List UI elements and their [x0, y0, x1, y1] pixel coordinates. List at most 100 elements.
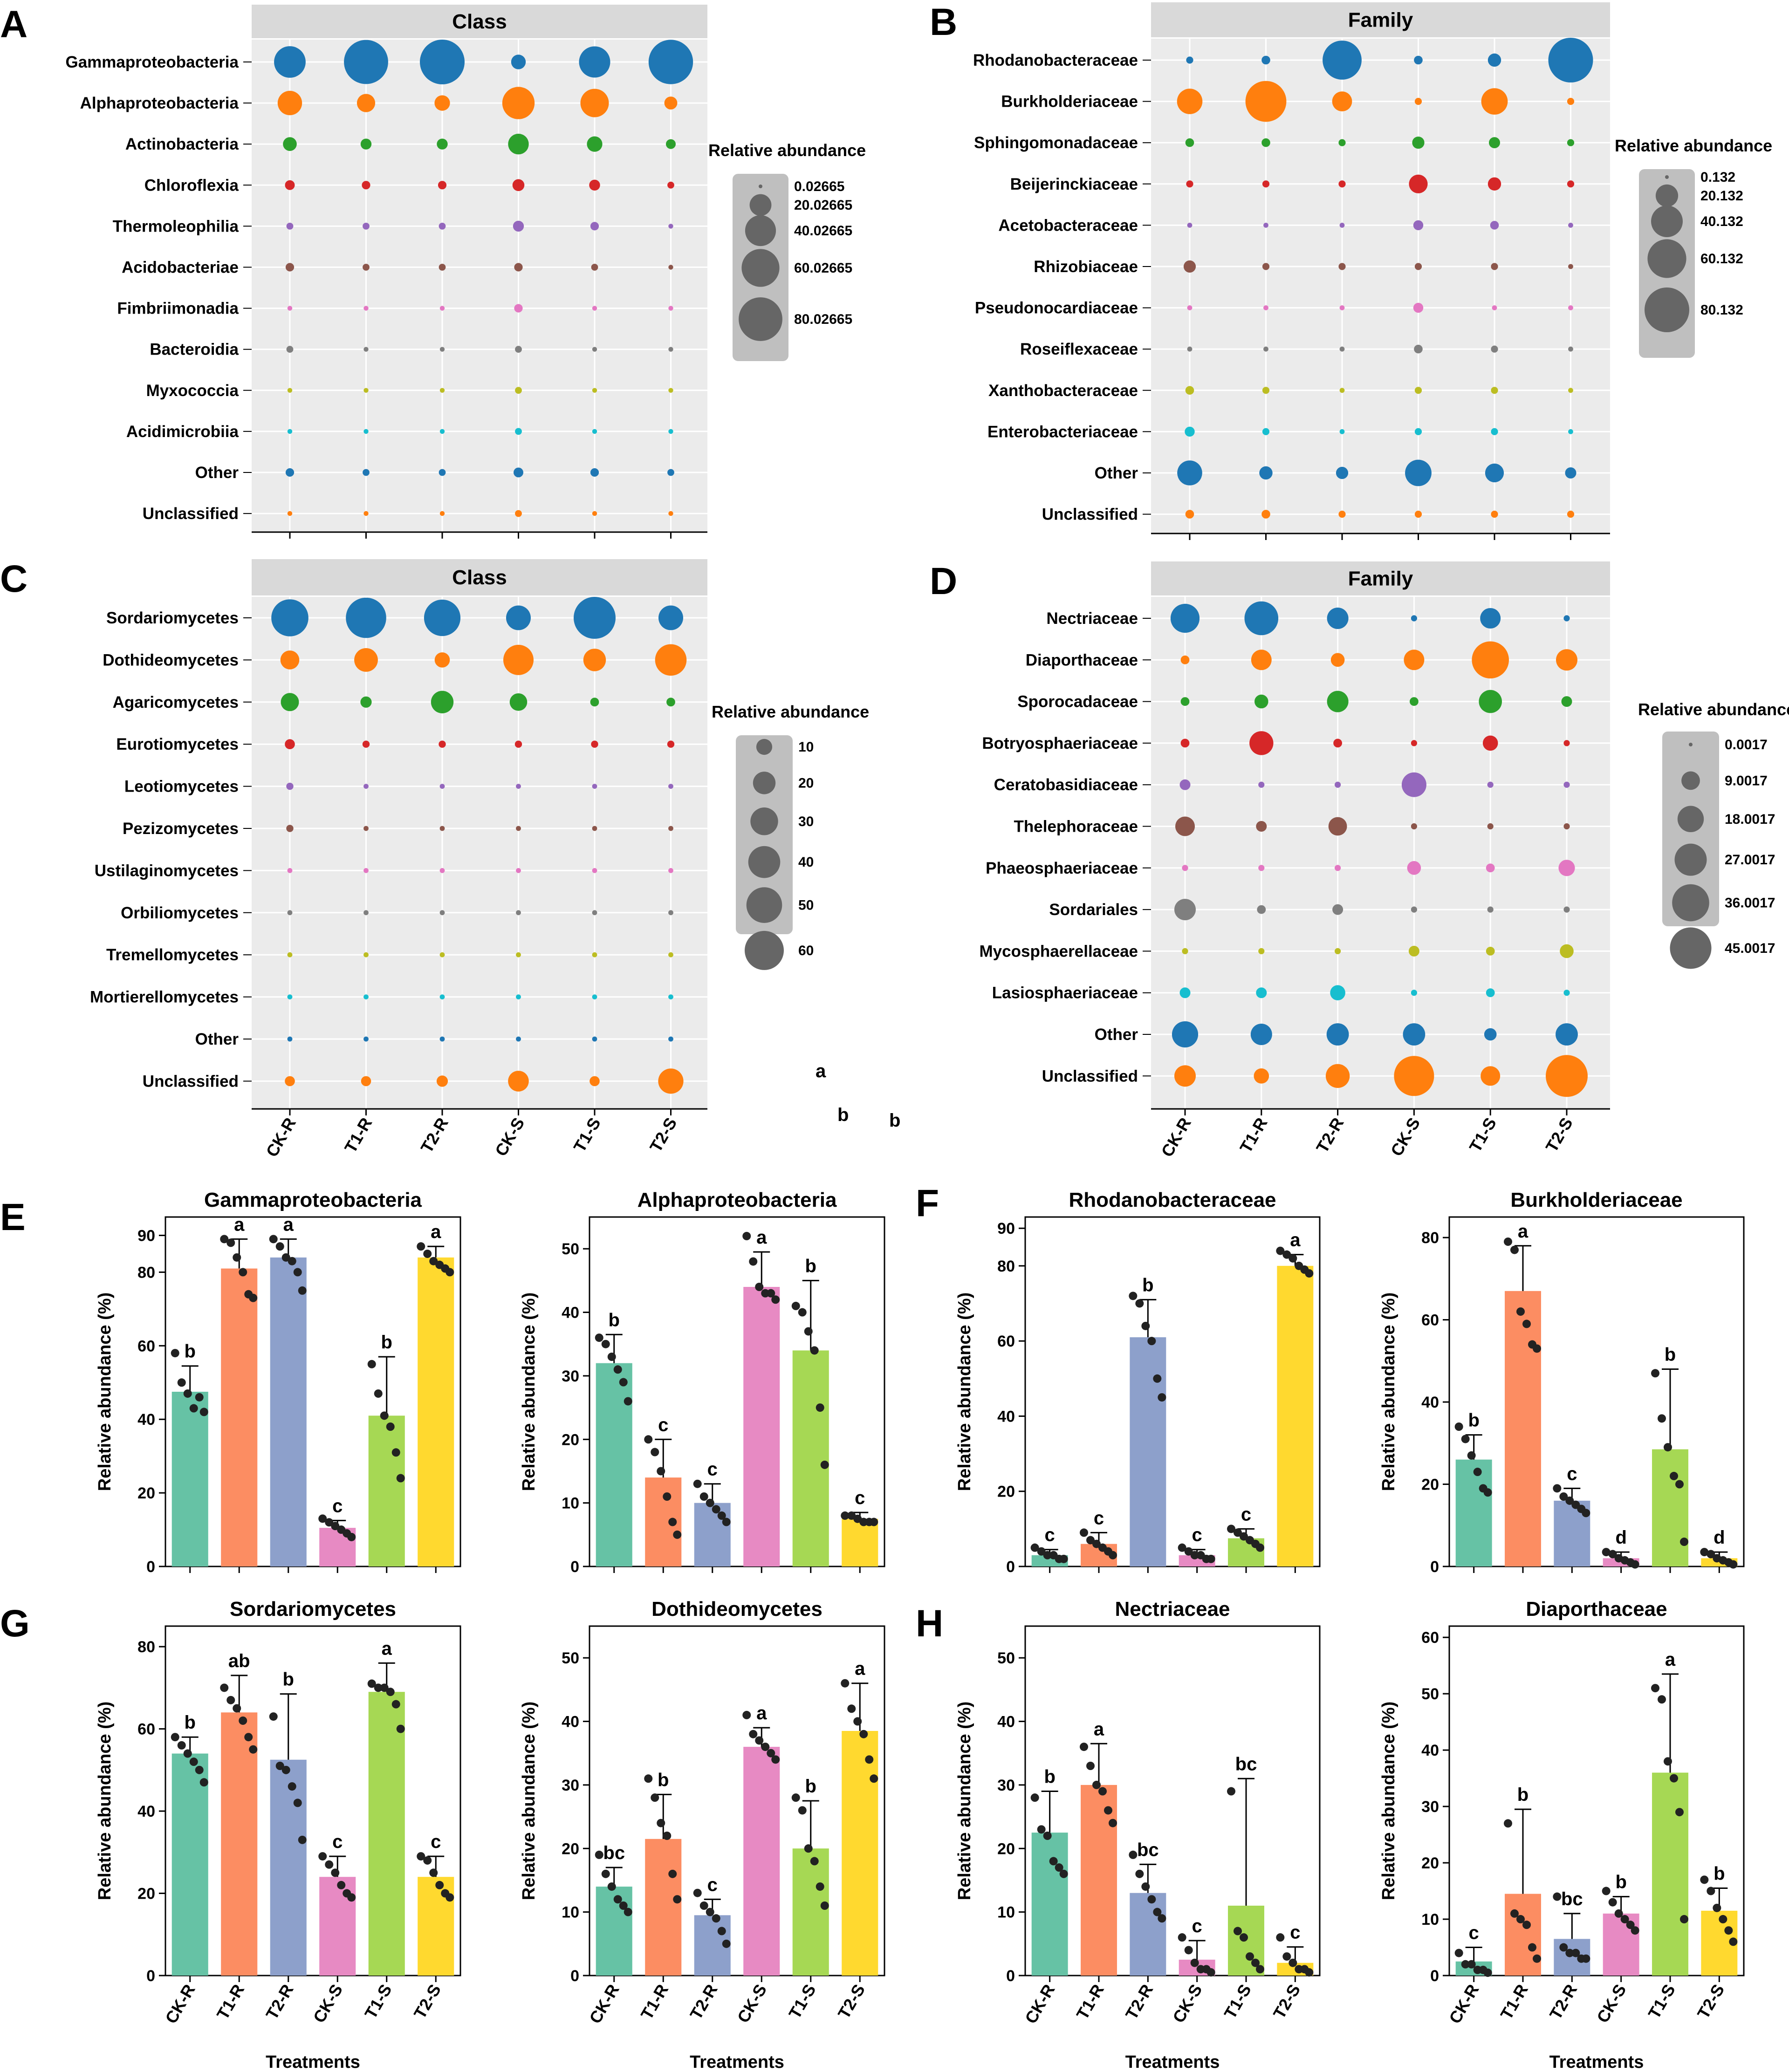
bubble-B	[1491, 345, 1498, 353]
data-point-G1	[226, 1696, 235, 1704]
bubble-C	[286, 825, 294, 832]
sig-letter-E2: b	[805, 1256, 816, 1276]
data-point-G2	[651, 1793, 659, 1802]
plot-frame-H2	[1448, 1625, 1745, 1976]
bar-G2	[792, 1848, 829, 1976]
sig-letter-E2: b	[609, 1310, 620, 1330]
x-axis-title-G2: Treatments	[690, 2052, 784, 2072]
y-tick-label-H2: 60	[1421, 1629, 1439, 1647]
bubble-D	[1258, 865, 1265, 871]
x-tick-label-D: T1-R	[1236, 1115, 1271, 1156]
data-point-H1	[1059, 1869, 1068, 1878]
bubble-D	[1180, 739, 1190, 748]
bubble-D	[1175, 816, 1195, 836]
data-point-E1	[380, 1411, 389, 1420]
bubble-B	[1245, 81, 1287, 122]
bubble-A	[287, 429, 293, 434]
bubble-A	[515, 510, 522, 517]
data-point-F1	[1147, 1337, 1156, 1346]
data-point-E2	[657, 1467, 665, 1476]
data-point-H1	[1184, 1946, 1193, 1955]
bubble-C	[655, 644, 687, 676]
data-point-G2	[761, 1743, 770, 1751]
row-label-B: Rhodanobacteraceae	[973, 51, 1138, 69]
bar-E2	[694, 1503, 731, 1566]
bubble-A	[344, 40, 388, 84]
bar-title-E1: Gammaproteobacteria	[204, 1189, 422, 1211]
bubble-A	[285, 263, 295, 272]
bar-E2	[792, 1350, 829, 1566]
bubble-C	[287, 910, 293, 916]
data-point-E1	[417, 1242, 425, 1251]
bubble-D	[1172, 1021, 1199, 1048]
row-label-B: Xanthobacteraceae	[988, 382, 1138, 400]
bubble-A	[439, 306, 445, 311]
bubble-B	[1568, 264, 1573, 269]
y-tick-label-E2: 0	[570, 1558, 579, 1576]
bubble-B	[1567, 180, 1575, 188]
bar-panel-E2: Alphaproteobacteria 0 10 20 30 40 50 Relative a…	[519, 1189, 885, 1576]
data-point-G2	[767, 1749, 775, 1757]
data-point-H1	[1190, 1958, 1199, 1967]
bubble-A	[592, 306, 597, 311]
bar-H2	[1652, 1772, 1688, 1976]
data-point-G1	[318, 1852, 327, 1861]
bubble-D	[1484, 1028, 1497, 1041]
sig-letter-F2: d	[1615, 1527, 1626, 1548]
legend-label-B: 80.132	[1700, 302, 1743, 318]
bubble-A	[287, 511, 293, 516]
bubble-D	[1556, 1023, 1578, 1046]
bubble-B	[1414, 344, 1423, 354]
y-tick-label-G2: 30	[562, 1777, 579, 1794]
bubble-B	[1177, 89, 1203, 114]
bubble-D	[1556, 649, 1577, 671]
x-tick-label-G1: T1-S	[361, 1981, 396, 2022]
data-point-G2	[663, 1832, 672, 1840]
data-point-H1	[1153, 1908, 1162, 1916]
y-tick-label-F1: 40	[997, 1408, 1015, 1425]
bubble-B	[1487, 53, 1501, 67]
data-point-E1	[233, 1253, 241, 1262]
data-point-E2	[706, 1498, 714, 1507]
data-point-G2	[847, 1704, 856, 1713]
data-point-F1	[1037, 1547, 1046, 1556]
legend-label-D: 0.0017	[1725, 737, 1768, 752]
data-point-G2	[693, 1888, 702, 1897]
bubble-A	[363, 306, 369, 311]
bubble-C	[439, 952, 445, 957]
bubble-A	[360, 138, 372, 150]
legend-title-D: Relative abundance	[1638, 700, 1789, 719]
x-tick-label-H2: CK-S	[1593, 1981, 1630, 2026]
data-point-F2	[1522, 1320, 1531, 1328]
bubble-B	[1485, 463, 1504, 483]
strip-title-A: Class	[452, 10, 507, 33]
legend-circle-D	[1677, 806, 1704, 832]
data-point-F2	[1608, 1550, 1617, 1559]
bubble-D	[1563, 906, 1570, 913]
bubble-C	[363, 952, 369, 957]
bubble-B	[1185, 426, 1195, 437]
bubble-A	[666, 139, 676, 149]
data-point-F2	[1729, 1560, 1738, 1569]
bubble-C	[516, 1036, 521, 1042]
bar-H1	[1130, 1893, 1166, 1976]
row-label-C: Unclassified	[143, 1072, 239, 1090]
data-point-E2	[613, 1365, 622, 1374]
data-point-H2	[1571, 1949, 1580, 1957]
legend-circle-C	[753, 772, 776, 794]
data-point-F1	[1086, 1536, 1095, 1545]
legend-circle-B	[1651, 205, 1683, 237]
sig-letter-H2: b	[1517, 1785, 1529, 1805]
data-point-H1	[1305, 1968, 1314, 1977]
data-point-H2	[1533, 1954, 1541, 1963]
bubble-C	[668, 826, 673, 831]
legend-label-A: 20.02665	[794, 198, 852, 213]
bubble-A	[587, 136, 603, 152]
bubble-B	[1568, 223, 1573, 228]
data-point-H2	[1664, 1757, 1672, 1766]
plot-background-D	[1151, 597, 1610, 1109]
data-point-F2	[1553, 1484, 1562, 1493]
y-tick-label-E1: 20	[137, 1484, 155, 1502]
data-point-E1	[429, 1257, 438, 1265]
row-label-A: Bacteroidia	[150, 341, 239, 359]
